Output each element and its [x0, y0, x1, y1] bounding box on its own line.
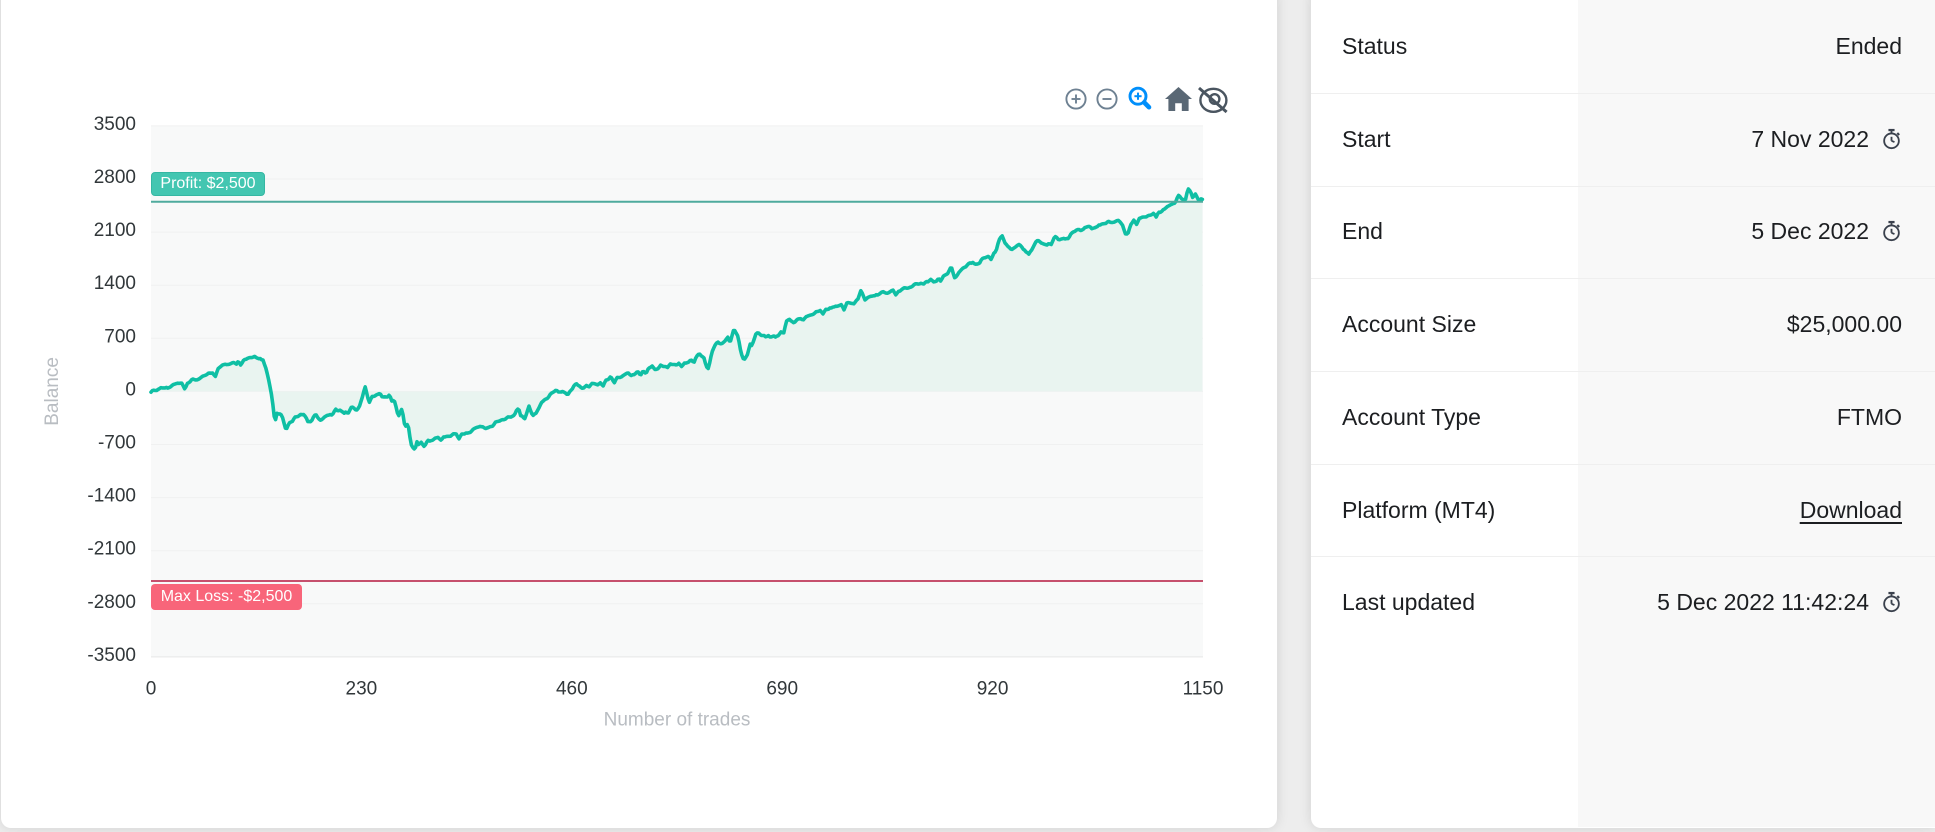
svg-text:3500: 3500 [94, 114, 136, 135]
svg-text:0: 0 [125, 379, 136, 400]
svg-text:2800: 2800 [94, 167, 136, 188]
svg-text:230: 230 [346, 679, 378, 700]
svg-text:-2100: -2100 [87, 539, 136, 560]
svg-text:2100: 2100 [94, 220, 136, 241]
svg-text:700: 700 [104, 326, 136, 347]
svg-text:-2800: -2800 [87, 592, 136, 613]
svg-text:920: 920 [977, 679, 1009, 700]
svg-text:460: 460 [556, 679, 588, 700]
svg-text:0: 0 [146, 679, 157, 700]
svg-text:Balance: Balance [42, 357, 63, 426]
svg-text:-700: -700 [98, 433, 136, 454]
svg-text:1150: 1150 [1183, 679, 1224, 700]
svg-text:-3500: -3500 [87, 645, 136, 666]
svg-text:Number of trades: Number of trades [604, 710, 751, 731]
svg-text:-1400: -1400 [87, 486, 136, 507]
svg-text:690: 690 [766, 679, 798, 700]
svg-text:1400: 1400 [94, 273, 136, 294]
